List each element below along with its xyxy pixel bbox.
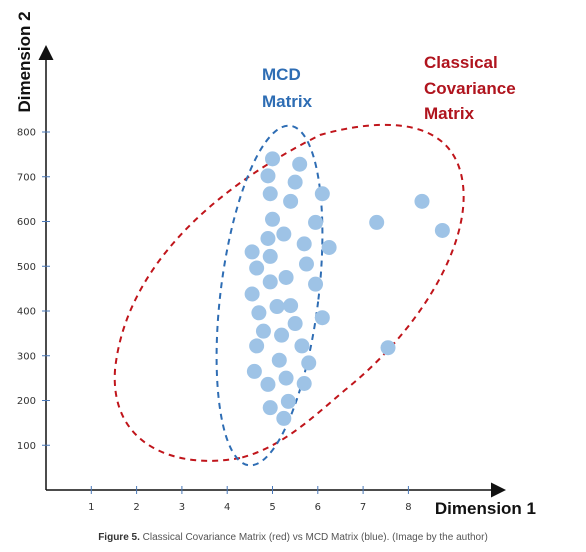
data-point — [244, 244, 260, 260]
data-point — [262, 274, 278, 290]
data-point — [308, 214, 324, 230]
data-point — [262, 400, 278, 416]
data-point — [262, 248, 278, 264]
data-point — [278, 370, 294, 386]
data-point — [287, 174, 303, 190]
classical-covariance-ellipse — [113, 123, 465, 462]
y-axis-title: Dimension 2 — [15, 11, 34, 112]
y-tick-label: 700 — [17, 172, 36, 183]
data-point — [308, 276, 324, 292]
y-tick-label: 200 — [17, 396, 36, 407]
classical-annotation-line-2: Covariance — [424, 79, 516, 98]
data-point — [251, 305, 267, 321]
x-tick-label: 2 — [133, 502, 139, 513]
x-tick-label: 5 — [269, 502, 275, 513]
data-point — [274, 327, 290, 343]
data-point — [255, 323, 271, 339]
data-point — [294, 338, 310, 354]
y-tick-label: 800 — [17, 128, 36, 139]
y-tick-label: 300 — [17, 351, 36, 362]
data-point — [269, 299, 285, 315]
data-point — [280, 393, 296, 409]
data-point — [278, 269, 294, 285]
data-point — [262, 186, 278, 202]
x-axis-title: Dimension 1 — [435, 499, 536, 518]
data-point — [296, 236, 312, 252]
data-point — [414, 193, 430, 209]
caption-label: Figure 5. — [98, 532, 140, 543]
caption-text: Classical Covariance Matrix (red) vs MCD… — [142, 532, 488, 543]
x-tick-label: 3 — [179, 502, 185, 513]
data-point — [321, 239, 337, 255]
data-point — [249, 338, 265, 354]
data-point — [260, 376, 276, 392]
y-tick-label: 100 — [17, 441, 36, 452]
data-point — [260, 168, 276, 184]
data-point — [283, 298, 299, 314]
data-point — [296, 375, 312, 391]
scatter-chart: 1 2 3 4 5 6 7 8 100 200 300 400 500 600 700 800 Dimensi… — [15, 11, 536, 518]
x-tick-label: 4 — [224, 502, 230, 513]
x-tick-label: 7 — [360, 502, 366, 513]
data-point — [249, 260, 265, 276]
data-point — [380, 340, 396, 356]
data-point — [246, 363, 262, 379]
data-point — [244, 286, 260, 302]
data-point — [292, 156, 308, 172]
data-point — [283, 193, 299, 209]
data-point — [314, 310, 330, 326]
mcd-annotation-line-1: MCD — [262, 65, 301, 84]
data-point — [276, 410, 292, 426]
mcd-ellipse — [215, 124, 324, 467]
x-tick-label: 8 — [405, 502, 411, 513]
data-point — [314, 186, 330, 202]
data-point — [260, 231, 276, 247]
mcd-annotation-line-2: Matrix — [262, 92, 313, 111]
y-tick-label: 500 — [17, 262, 36, 273]
data-point — [369, 214, 385, 230]
data-point — [287, 316, 303, 332]
data-point — [301, 355, 317, 371]
data-point — [265, 211, 280, 227]
x-tick-label: 6 — [315, 502, 321, 513]
y-tick-label: 600 — [17, 217, 36, 228]
data-point — [434, 222, 450, 238]
y-tick-label: 400 — [17, 307, 36, 318]
classical-annotation-line-1: Classical — [424, 53, 498, 72]
data-point — [265, 151, 280, 167]
data-point — [298, 256, 314, 272]
classical-annotation-line-3: Matrix — [424, 104, 475, 123]
data-point — [276, 226, 292, 242]
x-tick-label: 1 — [88, 502, 94, 513]
figure-caption: Figure 5. Classical Covariance Matrix (r… — [0, 532, 586, 543]
data-point — [271, 352, 287, 368]
